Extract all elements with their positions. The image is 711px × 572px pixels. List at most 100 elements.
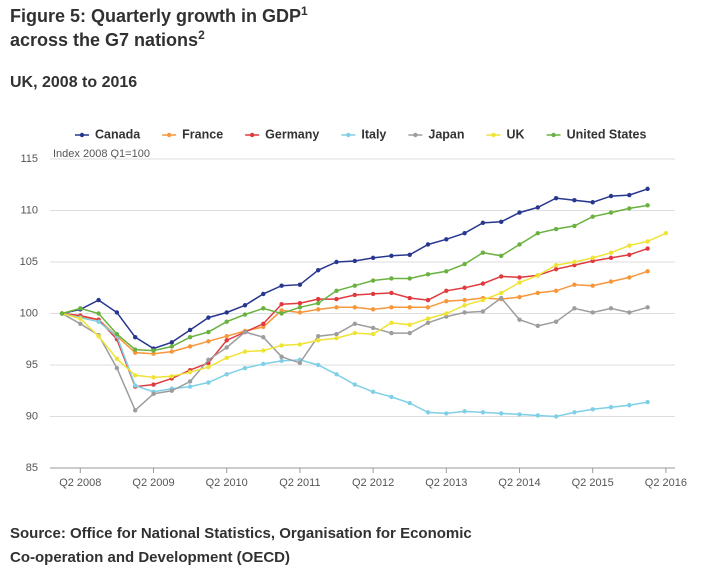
x-tick-label: Q2 2013 xyxy=(425,477,467,489)
x-tick-label: Q2 2015 xyxy=(572,477,614,489)
data-point xyxy=(645,269,650,274)
data-point xyxy=(96,333,101,339)
data-point xyxy=(535,205,540,210)
data-point xyxy=(316,338,321,343)
data-point xyxy=(517,242,522,247)
data-point xyxy=(553,195,559,201)
data-point xyxy=(261,361,266,367)
data-point xyxy=(462,230,467,236)
data-point xyxy=(187,379,193,384)
chart-title: Figure 5: Quarterly growth in GDP1 acros… xyxy=(10,4,310,52)
source-note: Source: Office for National Statistics, … xyxy=(10,525,472,566)
data-point xyxy=(370,278,376,283)
data-point xyxy=(608,193,614,199)
data-point xyxy=(407,330,412,336)
data-point xyxy=(407,276,412,281)
data-point xyxy=(114,310,120,315)
data-point xyxy=(462,285,467,290)
data-point xyxy=(261,334,266,340)
data-point xyxy=(627,275,632,280)
data-point xyxy=(133,408,138,413)
data-point xyxy=(627,192,632,198)
data-point xyxy=(499,295,504,301)
data-point xyxy=(187,384,193,389)
data-point xyxy=(114,331,120,337)
data-point xyxy=(206,315,211,320)
data-point xyxy=(370,389,376,394)
data-point xyxy=(334,296,339,302)
data-point xyxy=(462,409,467,414)
data-point xyxy=(608,279,614,284)
data-point xyxy=(133,373,138,378)
data-point xyxy=(279,358,284,364)
data-point xyxy=(316,307,321,312)
data-point xyxy=(608,405,614,410)
legend-label: Canada xyxy=(95,127,141,141)
data-point xyxy=(151,351,156,356)
data-point xyxy=(444,237,449,242)
data-point xyxy=(169,344,174,349)
y-tick-label: 110 xyxy=(20,204,38,216)
y-tick-label: 115 xyxy=(20,153,38,165)
data-point xyxy=(96,297,101,303)
data-point xyxy=(242,329,248,335)
x-tick-label: Q2 2014 xyxy=(498,477,540,489)
data-point xyxy=(553,414,559,419)
data-point xyxy=(535,290,540,296)
data-point xyxy=(627,252,632,257)
data-point xyxy=(572,198,577,203)
data-point xyxy=(151,391,156,397)
data-point xyxy=(316,296,321,302)
data-point xyxy=(352,330,357,336)
data-point xyxy=(425,297,431,303)
data-point xyxy=(645,246,650,251)
data-point xyxy=(297,360,303,366)
data-point xyxy=(261,324,266,330)
data-point xyxy=(444,288,449,294)
legend: Canada France Germany Italy Japan UK United St… xyxy=(75,127,647,141)
data-point xyxy=(590,255,595,261)
data-point xyxy=(645,186,650,192)
data-point xyxy=(590,283,595,288)
data-point xyxy=(334,336,339,341)
legend-swatch-dot xyxy=(551,132,556,138)
data-point xyxy=(444,311,449,316)
data-point xyxy=(425,316,431,321)
data-point xyxy=(499,290,504,296)
data-point xyxy=(407,295,412,301)
data-point xyxy=(169,388,174,393)
data-point xyxy=(261,321,266,326)
data-point xyxy=(187,370,193,375)
data-point xyxy=(316,268,321,273)
data-point xyxy=(279,308,284,313)
data-point xyxy=(114,365,120,371)
data-point xyxy=(553,288,559,294)
data-point xyxy=(370,255,376,261)
data-point xyxy=(444,411,449,416)
data-point xyxy=(224,338,229,343)
data-point xyxy=(187,334,193,340)
x-tick-label: Q2 2016 xyxy=(645,477,687,489)
data-point xyxy=(480,250,486,255)
data-point xyxy=(572,410,577,415)
data-point xyxy=(407,400,412,406)
data-point xyxy=(389,253,394,259)
data-point xyxy=(444,298,449,304)
x-tick-label: Q2 2009 xyxy=(132,477,174,489)
legend-swatch-dot xyxy=(491,132,496,138)
data-point xyxy=(553,319,559,324)
y-tick-label: 85 xyxy=(26,462,38,474)
legend-swatch-dot xyxy=(79,132,85,138)
data-point xyxy=(425,320,431,325)
data-point xyxy=(517,210,522,215)
data-point xyxy=(590,258,595,264)
data-point xyxy=(517,275,522,280)
data-point xyxy=(572,259,577,265)
data-point xyxy=(389,276,394,281)
data-point xyxy=(316,333,321,339)
data-point xyxy=(297,282,303,287)
data-point xyxy=(370,331,376,337)
data-point xyxy=(78,321,83,326)
data-point xyxy=(645,399,650,405)
data-point xyxy=(206,357,211,363)
